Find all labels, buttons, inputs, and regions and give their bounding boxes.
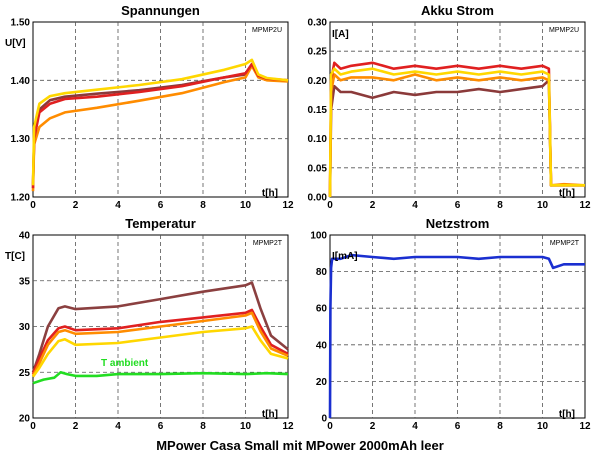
spannungen-y-tick-label: 1.40 <box>11 76 31 87</box>
akku-strom-y-tick-label: 0.05 <box>308 163 328 174</box>
akku-strom-x-tick-label: 8 <box>497 200 503 211</box>
temperatur-annotation: T ambient <box>101 358 149 369</box>
temperatur-series-1-line <box>31 308 289 375</box>
akku-strom-y-axis-label: I[A] <box>332 29 349 40</box>
temperatur-y-tick-label: 40 <box>19 231 31 242</box>
temperatur-x-tick-label: 8 <box>200 421 206 432</box>
netzstrom-y-tick-label: 20 <box>316 377 328 388</box>
akku-strom-x-tick-label: 12 <box>579 200 591 211</box>
netzstrom-series-0-line <box>328 253 585 419</box>
akku-strom-x-tick-label: 6 <box>455 200 461 211</box>
temperatur-y-tick-label: 20 <box>19 414 31 425</box>
temperatur-y-axis-label: T[C] <box>5 251 25 262</box>
netzstrom-y-tick-label: 60 <box>316 304 328 315</box>
spannungen-y-axis-label: U[V] <box>5 38 26 49</box>
temperatur-y-tick-label: 30 <box>19 322 31 333</box>
spannungen-y-tick-label: 1.30 <box>11 134 31 145</box>
akku-strom-y-tick-label: 0.10 <box>308 134 328 145</box>
spannungen-x-tick-label: 0 <box>30 200 36 211</box>
spannungen-x-tick-label: 4 <box>115 200 121 211</box>
temperatur-x-tick-label: 4 <box>115 421 121 432</box>
akku-strom-tag: MPMP2U <box>549 27 579 34</box>
temperatur-x-tick-label: 12 <box>282 421 294 432</box>
temperatur-x-tick-label: 6 <box>158 421 164 432</box>
akku-strom-x-tick-label: 2 <box>370 200 376 211</box>
netzstrom-x-tick-label: 2 <box>370 421 376 432</box>
netzstrom-x-tick-label: 10 <box>537 421 549 432</box>
temperatur-y-tick-label: 35 <box>19 276 31 287</box>
netzstrom-tag: MPMP2T <box>550 240 580 247</box>
netzstrom-y-tick-label: 100 <box>310 231 327 242</box>
spannungen-x-tick-label: 2 <box>73 200 79 211</box>
spannungen-x-tick-label: 6 <box>158 200 164 211</box>
akku-strom-title: Akku Strom <box>421 3 494 18</box>
akku-strom-x-tick-label: 0 <box>327 200 333 211</box>
netzstrom-panel: 0 2 4 6 8 10 12 0 20 40 60 80 100 Netzstrom I[mA] t[h] M… <box>310 216 591 432</box>
netzstrom-y-axis-label: I[mA] <box>332 251 358 262</box>
spannungen-x-tick-label: 10 <box>240 200 252 211</box>
spannungen-y-tick-label: 1.50 <box>11 18 31 29</box>
netzstrom-x-axis-label: t[h] <box>559 409 575 420</box>
temperatur-x-tick-label: 2 <box>73 421 79 432</box>
akku-strom-panel: 0 2 4 6 8 10 12 0.00 0.05 0.10 0.15 0.20 0.25 0.30 Akk… <box>308 3 591 211</box>
spannungen-x-tick-label: 12 <box>282 200 294 211</box>
netzstrom-x-tick-label: 12 <box>579 421 591 432</box>
temperatur-series-2-line <box>31 311 289 377</box>
netzstrom-y-tick-label: 0 <box>321 414 327 425</box>
akku-strom-y-tick-label: 0.00 <box>308 193 328 204</box>
netzstrom-y-tick-label: 40 <box>316 340 328 351</box>
figure-caption: MPower Casa Small mit MPower 2000mAh lee… <box>156 438 444 453</box>
temperatur-x-tick-label: 10 <box>240 421 252 432</box>
temperatur-series-3-line <box>31 325 289 378</box>
akku-strom-x-axis-label: t[h] <box>559 188 575 199</box>
akku-strom-y-tick-label: 0.30 <box>308 18 328 29</box>
spannungen-series-3-line <box>31 58 289 186</box>
temperatur-y-tick-label: 25 <box>19 368 31 379</box>
akku-strom-y-tick-label: 0.25 <box>308 47 328 58</box>
netzstrom-title: Netzstrom <box>426 216 490 231</box>
temperatur-series-4-line <box>32 370 289 385</box>
spannungen-x-tick-label: 8 <box>200 200 206 211</box>
netzstrom-y-tick-label: 80 <box>316 267 328 278</box>
spannungen-panel: 0 2 4 6 8 10 12 1.20 1.30 1.40 1.50 Spannungen U[V] t… <box>5 3 294 211</box>
temperatur-tag: MPMP2T <box>253 240 283 247</box>
akku-strom-x-tick-label: 4 <box>412 200 418 211</box>
spannungen-y-tick-label: 1.20 <box>11 193 31 204</box>
netzstrom-x-tick-label: 4 <box>412 421 418 432</box>
temperatur-title: Temperatur <box>125 216 196 231</box>
spannungen-x-axis-label: t[h] <box>262 188 278 199</box>
akku-strom-series-3-line <box>328 67 585 198</box>
temperatur-series-0-line <box>31 281 289 373</box>
akku-strom-y-tick-label: 0.15 <box>308 105 328 116</box>
akku-strom-x-tick-label: 10 <box>537 200 549 211</box>
temperatur-x-tick-label: 0 <box>30 421 36 432</box>
temperatur-panel: 0 2 4 6 8 10 12 20 25 30 35 40 Temperatur T[C] t[h] MPM… <box>5 216 294 432</box>
netzstrom-x-tick-label: 6 <box>455 421 461 432</box>
spannungen-tag: MPMP2U <box>252 27 282 34</box>
akku-strom-y-tick-label: 0.20 <box>308 76 328 87</box>
spannungen-title: Spannungen <box>121 3 200 18</box>
netzstrom-x-tick-label: 8 <box>497 421 503 432</box>
temperatur-x-axis-label: t[h] <box>262 409 278 420</box>
netzstrom-x-tick-label: 0 <box>327 421 333 432</box>
